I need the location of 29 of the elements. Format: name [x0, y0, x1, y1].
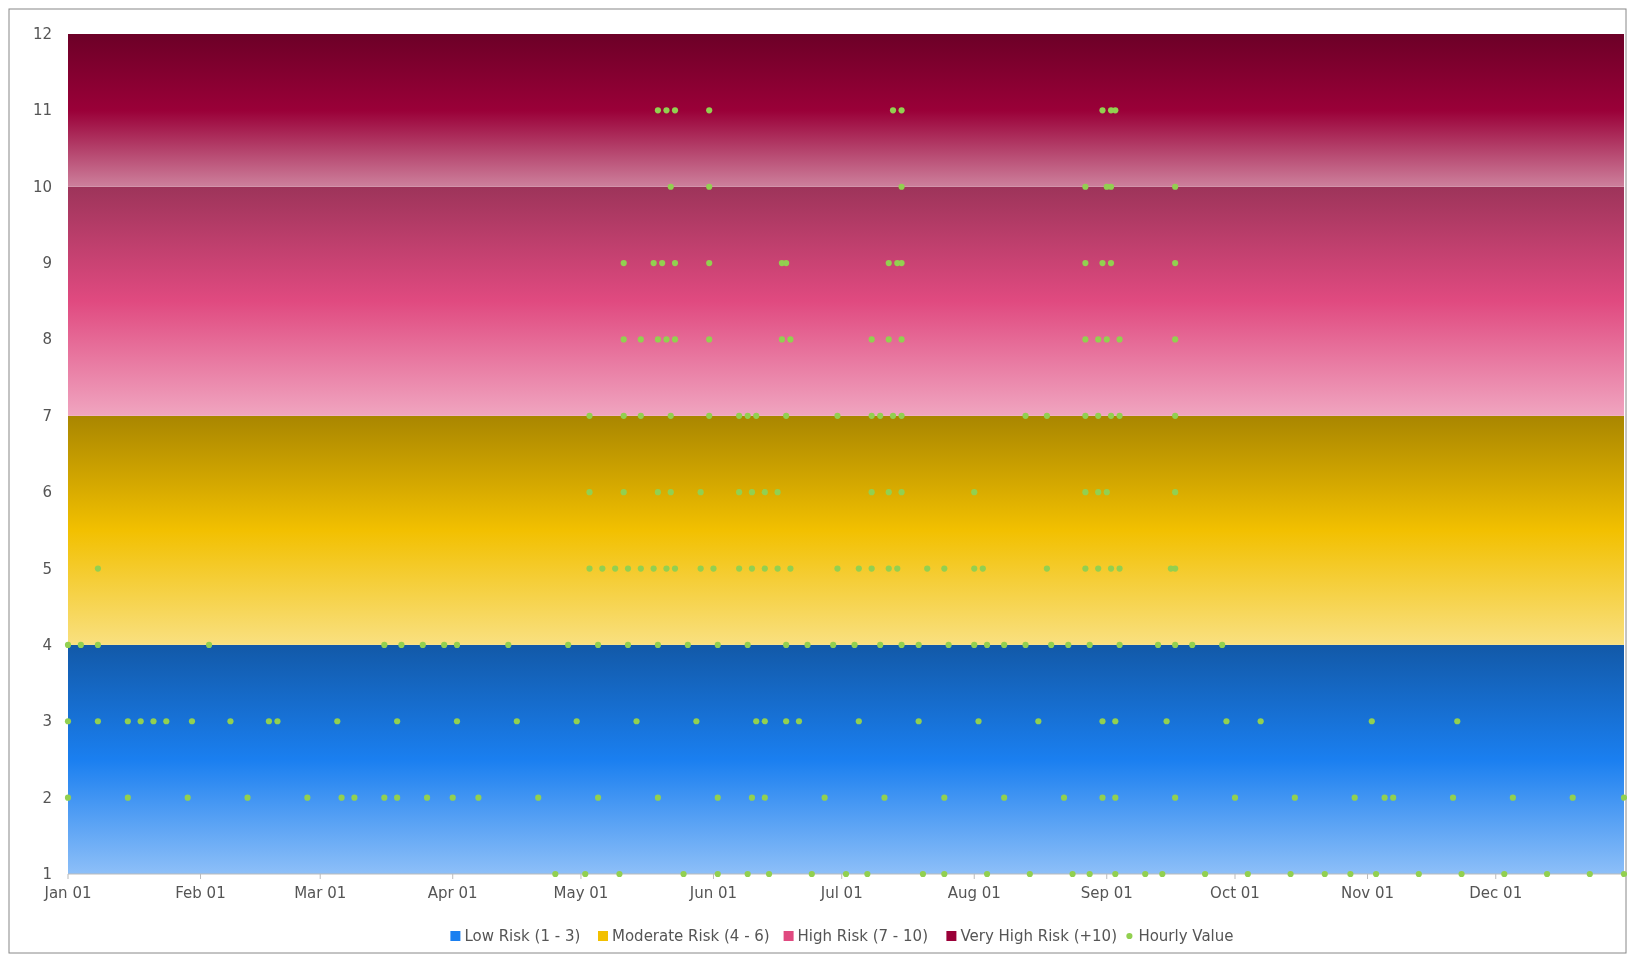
y-tick-label: 3 [42, 712, 52, 731]
legend-label: Low Risk (1 - 3) [464, 927, 581, 945]
x-tick-label: Feb 01 [175, 884, 226, 902]
x-tick-label: Aug 01 [947, 884, 1001, 902]
y-tick-label: 10 [32, 177, 52, 196]
y-tick-label: 2 [42, 788, 52, 807]
x-tick-label: Oct 01 [1210, 884, 1260, 902]
x-tick-label: Jun 01 [688, 884, 738, 902]
legend-label: Moderate Risk (4 - 6) [612, 927, 770, 945]
x-tick-label: Sep 01 [1080, 884, 1133, 902]
y-tick-label: 11 [32, 101, 52, 120]
x-tick-label: Dec 01 [1469, 884, 1523, 902]
x-tick-label: Jul 01 [819, 884, 863, 902]
x-tick-label: May 01 [553, 884, 609, 902]
legend-label: High Risk (7 - 10) [797, 927, 928, 945]
x-tick-label: Apr 01 [427, 884, 478, 902]
legend-label: Hourly Value [1138, 927, 1234, 945]
y-tick-label: 12 [32, 25, 52, 43]
y-tick-label: 8 [42, 330, 52, 349]
legend-label: Very High Risk (+10) [960, 927, 1118, 945]
y-tick-label: 6 [42, 483, 52, 502]
y-tick-label: 5 [42, 559, 52, 578]
x-tick-label: Jan 01 [43, 884, 92, 902]
y-tick-label: 1 [42, 865, 52, 883]
x-tick-label: Mar 01 [294, 884, 347, 902]
x-tick-label: Nov 01 [1340, 884, 1395, 902]
y-tick-label: 9 [42, 254, 52, 273]
y-tick-label: 4 [42, 635, 52, 654]
y-tick-label: 7 [42, 406, 52, 425]
